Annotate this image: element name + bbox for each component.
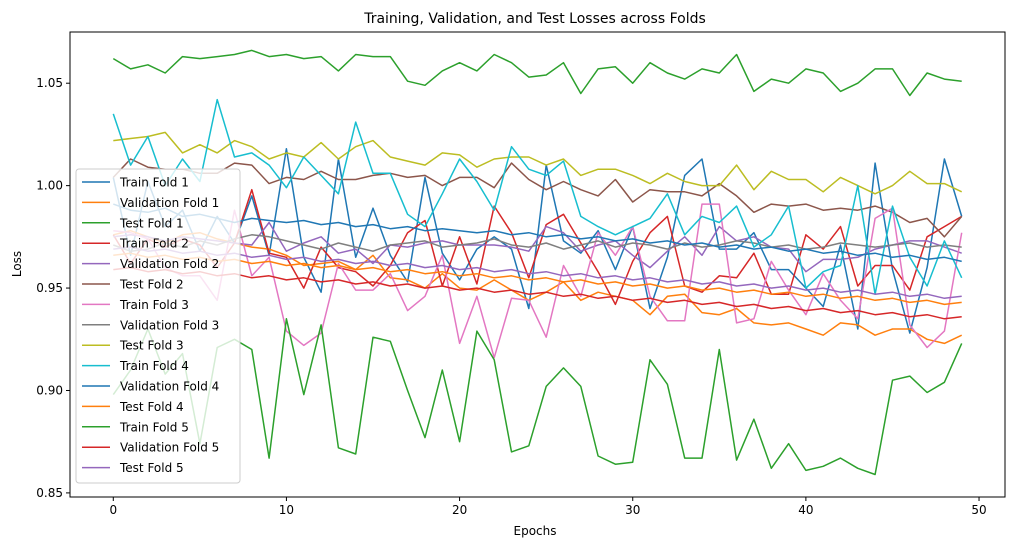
series-line-3 xyxy=(112,49,962,97)
legend-item-label: Train Fold 1 xyxy=(119,176,189,190)
legend-item-label: Validation Fold 1 xyxy=(120,196,219,210)
legend-item-label: Test Fold 1 xyxy=(119,216,184,230)
x-tick-label: 50 xyxy=(971,503,986,517)
legend-item-label: Validation Fold 5 xyxy=(120,441,219,455)
x-tick-label: 0 xyxy=(109,503,117,517)
legend-item-label: Test Fold 4 xyxy=(119,400,184,414)
x-tick-label: 10 xyxy=(279,503,294,517)
axis-layer: 0 10 20 30 40 50 0.85 0.90 0.95 1.00 1.05 xyxy=(36,76,986,517)
series-line-4 xyxy=(112,188,963,306)
legend: Train Fold 1 Validation Fold 1 Test Fold 1… xyxy=(75,168,241,484)
series-line-11 xyxy=(113,203,962,263)
legend-item-label: Train Fold 4 xyxy=(119,359,189,373)
y-axis-label: Loss xyxy=(10,251,24,277)
x-tick-label: 20 xyxy=(452,503,467,517)
legend-item-label: Validation Fold 4 xyxy=(120,380,219,394)
legend-item-label: Train Fold 2 xyxy=(119,237,189,251)
x-axis-label: Epochs xyxy=(514,524,557,538)
y-tick-label: 1.05 xyxy=(36,76,63,90)
plot-frame xyxy=(69,31,1006,498)
legend-box xyxy=(75,168,241,484)
y-tick-label: 0.95 xyxy=(36,281,63,295)
series-line-7 xyxy=(113,203,963,359)
legend-item-label: Train Fold 3 xyxy=(119,298,189,312)
y-tick-label: 0.85 xyxy=(36,486,63,500)
series-line-10 xyxy=(112,98,963,295)
series-line-15 xyxy=(113,246,962,300)
chart-title: Training, Validation, and Test Losses ac… xyxy=(363,11,706,27)
series-line-5 xyxy=(113,221,962,273)
legend-item-label: Validation Fold 3 xyxy=(120,318,219,332)
legend-item-label: Test Fold 2 xyxy=(119,278,184,292)
series-line-8 xyxy=(113,234,962,252)
x-tick-label: 40 xyxy=(798,503,813,517)
series-line-9 xyxy=(113,131,963,195)
y-tick-label: 0.90 xyxy=(36,383,63,397)
series-layer xyxy=(112,49,963,476)
series-line-12 xyxy=(113,252,962,306)
legend-item-label: Test Fold 3 xyxy=(119,339,184,353)
y-tick-label: 1.00 xyxy=(36,179,63,193)
legend-item-label: Test Fold 5 xyxy=(119,461,184,475)
series-line-13 xyxy=(112,318,963,476)
x-tick-label: 30 xyxy=(625,503,640,517)
series-line-14 xyxy=(113,266,962,320)
legend-item-label: Validation Fold 2 xyxy=(120,257,219,271)
legend-item-label: Train Fold 5 xyxy=(119,420,189,434)
series-line-6 xyxy=(112,158,963,238)
series-line-1 xyxy=(112,148,963,334)
series-line-2 xyxy=(113,229,963,345)
